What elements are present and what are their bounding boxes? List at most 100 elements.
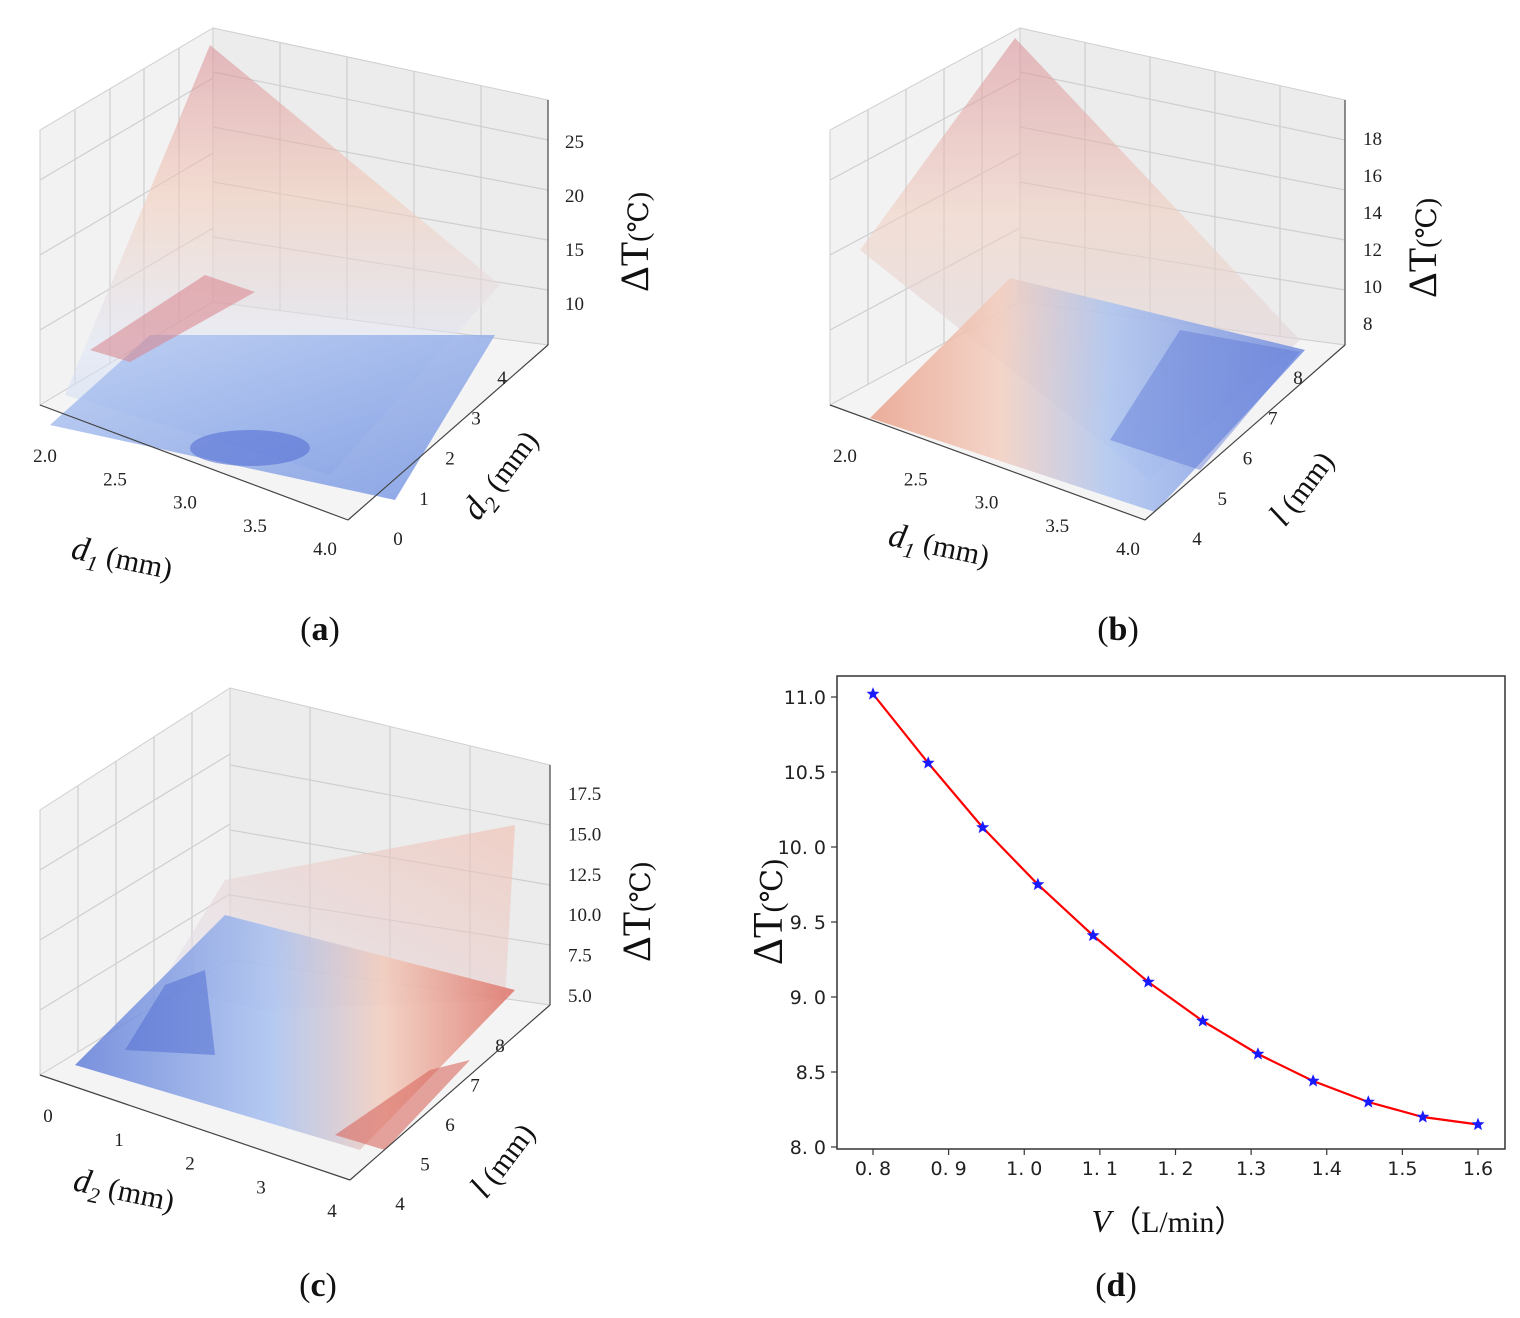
- panel-b-z-axis-label: ΔT(℃): [1400, 198, 1445, 298]
- panel-a-x-tick-label: 2.0: [33, 446, 57, 467]
- panel-a-x-tick-label: 3.0: [173, 493, 197, 514]
- panel-d-y-tick-label: 8. 0: [790, 1137, 826, 1159]
- panel-d-x-tick-label: 0. 9: [930, 1158, 966, 1180]
- panel-a-y-tick-label: 0: [393, 529, 403, 550]
- panel-d-data-point: [976, 820, 990, 834]
- panel-a-y-tick-label: 1: [419, 489, 429, 510]
- panel-c-x-tick-label: 1: [114, 1130, 124, 1151]
- panel-c-z-tick-label: 7.5: [568, 946, 592, 967]
- panel-b-axes-edges: [829, 100, 1346, 521]
- panel-a-caption: (a): [300, 611, 340, 648]
- panel-a-y-tick-label: 3: [471, 408, 481, 429]
- panel-b-x-axis-label: d1 (mm): [884, 517, 993, 579]
- panel-d-y-tick-label: 9. 0: [790, 987, 826, 1009]
- panel-d-x-tick-label: 1.4: [1312, 1158, 1342, 1180]
- panel-a-z-tick-label: 20: [565, 186, 584, 207]
- panel-d-data-point: [1471, 1117, 1485, 1131]
- panel-d-x-tick-label: 1. 2: [1157, 1158, 1193, 1180]
- panel-d-y-tick-label: 10. 0: [778, 837, 826, 859]
- panel-a-z-tick-label: 10: [565, 294, 584, 315]
- panel-d-y-tick-label: 10.5: [784, 762, 826, 784]
- panel-c-x-tick-label: 2: [185, 1154, 195, 1175]
- panel-b-z-tick-label: 10: [1363, 277, 1382, 298]
- panel-b-y-axis-label: l (mm): [1262, 444, 1342, 533]
- panel-c-caption: (c): [299, 1267, 337, 1304]
- panel-a-y-tick-label: 4: [497, 368, 507, 389]
- panel-d-data-point: [1031, 877, 1045, 891]
- panel-c-z-tick-label: 17.5: [568, 784, 601, 805]
- panel-a-x-axis-label: d1 (mm): [67, 530, 176, 592]
- panel-b-y-tick-label: 5: [1218, 489, 1228, 510]
- panel-d-markers: [866, 687, 1485, 1131]
- panel-d-x-tick-label: 1. 0: [1006, 1158, 1042, 1180]
- panel-c-y-tick-label: 5: [420, 1155, 430, 1176]
- panel-b-z-tick-label: 12: [1363, 240, 1382, 261]
- panel-a-x-tick-label: 4.0: [313, 539, 337, 560]
- panel-a-x-ticks: 2.0 2.5 3.0 3.5 4.0: [33, 446, 337, 560]
- panel-a-z-tick-label: 25: [565, 132, 584, 153]
- panel-c-z-tick-label: 10.0: [568, 905, 601, 926]
- panel-d-y-tick-label: 9. 5: [790, 912, 826, 934]
- panel-b-z-tick-label: 16: [1363, 166, 1382, 187]
- panel-c-z-tick-label: 12.5: [568, 865, 601, 886]
- panel-b-z-tick-label: 14: [1363, 203, 1383, 224]
- panel-a-x-tick-label: 3.5: [243, 516, 267, 537]
- panel-b-x-tick-label: 2.0: [833, 446, 857, 467]
- panel-b-x-tick-label: 4.0: [1116, 539, 1140, 560]
- panel-d-y-tick-label: 8.5: [796, 1062, 826, 1084]
- panel-c-z-axis-label: ΔT(℃): [614, 862, 659, 962]
- panel-c-x-tick-label: 0: [43, 1106, 53, 1127]
- panel-c-x-tick-label: 3: [256, 1177, 266, 1198]
- panel-b-z-ticks: 8 10 12 14 16 18: [1363, 129, 1383, 335]
- panel-b-x-tick-label: 3.5: [1045, 516, 1069, 537]
- panel-d-data-point: [1086, 928, 1100, 942]
- panel-c-z-tick-label: 5.0: [568, 986, 592, 1007]
- panel-b-surfaces: [860, 38, 1305, 512]
- panel-c-x-axis-label: d2 (mm): [69, 1162, 178, 1224]
- panel-d-data-point: [1196, 1014, 1210, 1027]
- panel-d-data-point: [1251, 1047, 1265, 1060]
- panel-d-y-ticks: 8. 0 8.5 9. 0 9. 5 10. 0 10.5 11.0: [778, 687, 837, 1159]
- panel-d-x-tick-label: 1.5: [1387, 1158, 1417, 1180]
- panel-c-z-ticks: 5.0 7.5 10.0 12.5 15.0 17.5: [568, 784, 601, 1007]
- panel-a-y-axis-label: d2 (mm): [455, 423, 550, 530]
- panel-d-line-chart: 0. 8 0. 9 1. 0 1. 1 1. 2 1.3 1.4 1.5 1.6 8. 0 8.5…: [746, 675, 1506, 1304]
- panel-b-y-tick-label: 7: [1268, 408, 1278, 429]
- panel-c-y-tick-label: 6: [445, 1115, 455, 1136]
- panel-d-data-point: [921, 756, 935, 769]
- panel-a-x-tick-label: 2.5: [103, 469, 127, 490]
- panel-c-surfaces: [75, 825, 515, 1150]
- panel-d-series-line: [872, 693, 1479, 1126]
- panel-d-y-axis-label: ΔT(℃): [746, 859, 792, 965]
- panel-c-z-tick-label: 15.0: [568, 824, 601, 845]
- panel-d-y-tick-label: 11.0: [784, 687, 826, 709]
- panel-d-x-tick-label: 0. 8: [855, 1158, 891, 1180]
- panel-a-surfaces: [50, 45, 500, 500]
- panel-d-plot-frame: [836, 675, 1506, 1150]
- panel-b-y-tick-label: 8: [1293, 368, 1303, 389]
- panel-d-data-point: [1416, 1110, 1430, 1123]
- panel-b-x-ticks: 2.0 2.5 3.0 3.5 4.0: [833, 446, 1140, 560]
- panel-b-y-tick-label: 6: [1243, 449, 1253, 470]
- panel-b-y-tick-label: 4: [1192, 529, 1202, 550]
- panel-a-z-ticks: 10 15 20 25: [565, 132, 584, 315]
- panel-d-x-tick-label: 1. 1: [1082, 1158, 1118, 1180]
- panel-d-caption: (d): [1095, 1267, 1137, 1304]
- panel-d-x-tick-label: 1.3: [1236, 1158, 1266, 1180]
- panel-b-z-tick-label: 8: [1363, 314, 1373, 335]
- panel-d-data-point: [866, 687, 880, 700]
- panel-c-y-tick-label: 8: [495, 1036, 505, 1057]
- panel-d-x-tick-label: 1.6: [1463, 1158, 1493, 1180]
- panel-c-y-tick-label: 4: [395, 1194, 405, 1215]
- panel-a-y-tick-label: 2: [445, 449, 455, 470]
- panel-c-x-ticks: 0 1 2 3 4: [43, 1106, 337, 1222]
- panel-b-x-tick-label: 3.0: [975, 493, 999, 514]
- panel-b-x-tick-label: 2.5: [904, 469, 928, 490]
- panel-c-y-axis-label: l (mm): [463, 1116, 543, 1205]
